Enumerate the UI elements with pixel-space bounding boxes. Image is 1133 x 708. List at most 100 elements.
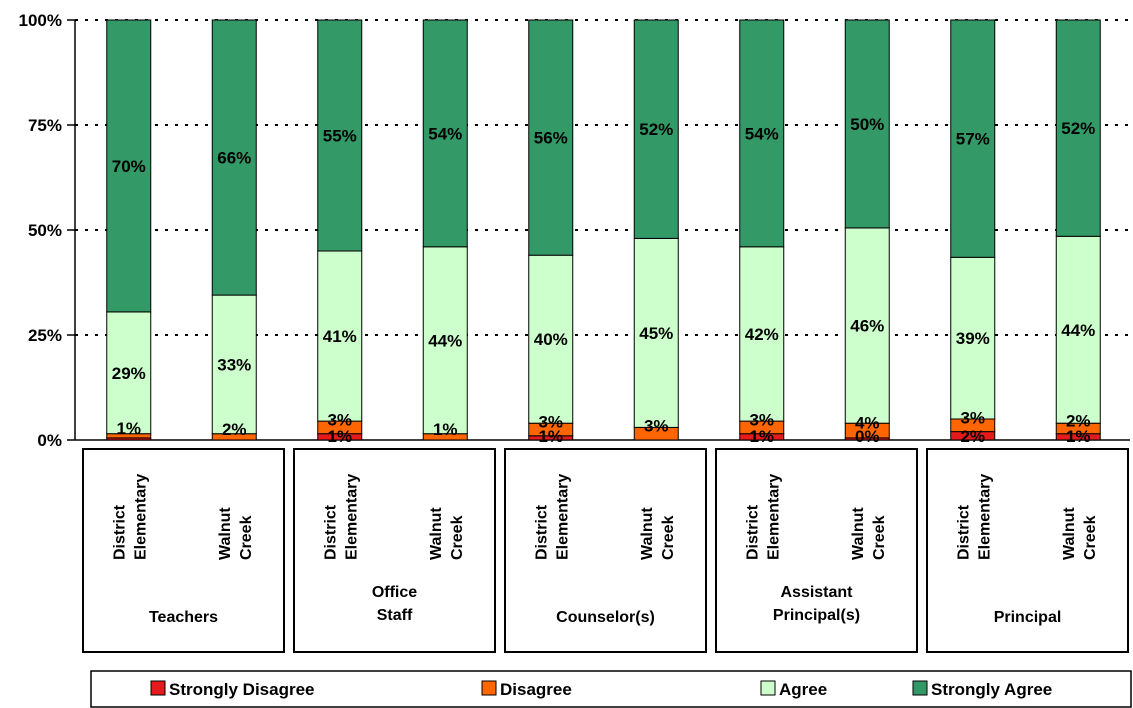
bar-segment (950, 19, 996, 258)
category-label: Elementary (554, 474, 571, 560)
category-label: Elementary (765, 474, 782, 560)
legend-label: Disagree (500, 680, 572, 699)
legend-swatch (150, 680, 166, 696)
data-label: 1% (433, 420, 458, 439)
bar-segment (106, 19, 152, 313)
data-label: 40% (534, 330, 568, 349)
data-label: 2% (222, 420, 247, 439)
group-label: Staff (377, 607, 413, 624)
data-label: 3% (749, 410, 774, 429)
group-label: Principal(s) (773, 607, 860, 624)
bar-segment (422, 246, 468, 435)
y-tick-label: 100% (19, 11, 62, 30)
category-label: Elementary (976, 474, 993, 560)
category-label: Elementary (132, 474, 149, 560)
data-label: 2% (960, 427, 985, 446)
legend-box (90, 670, 1132, 708)
y-tick-label: 75% (28, 116, 62, 135)
data-label: 3% (538, 413, 563, 432)
data-label: 56% (534, 129, 568, 148)
legend-label: Strongly Agree (931, 680, 1052, 699)
category-label: Walnut (428, 507, 445, 560)
legend-swatch (760, 680, 776, 696)
bar-segment (317, 250, 363, 422)
category-label: District (533, 504, 550, 560)
data-label: 2% (1066, 411, 1091, 430)
category-label: Walnut (217, 507, 234, 560)
category-axis: District Elementary Walnut Creek District Ele… (82, 448, 1129, 653)
category-label: Creek (449, 515, 466, 560)
category-label: Creek (660, 515, 677, 560)
bar-segment (211, 294, 257, 435)
data-label: 39% (956, 329, 990, 348)
data-label: 4% (855, 414, 880, 433)
bar-segment (422, 19, 468, 248)
category-label: Elementary (343, 474, 360, 560)
data-label: 66% (217, 149, 251, 168)
bar-segment (106, 311, 152, 435)
data-label: 52% (639, 120, 673, 139)
data-label: 0% (855, 427, 880, 446)
bar-segment (844, 227, 890, 424)
category-label: Creek (871, 515, 888, 560)
y-tick-label: 0% (37, 431, 62, 450)
data-label: 52% (1061, 119, 1095, 138)
data-label: 44% (428, 331, 462, 350)
group-box (82, 448, 285, 653)
group-label: Office (372, 584, 417, 601)
bar-segment (528, 19, 574, 256)
group-box (715, 448, 918, 653)
data-label: 45% (639, 324, 673, 343)
bar-segment (950, 256, 996, 420)
category-label: District (111, 504, 128, 560)
group-label: Principal (994, 609, 1062, 626)
bar-segment (633, 19, 679, 239)
data-label: 57% (956, 130, 990, 149)
data-label: 33% (217, 355, 251, 374)
data-label: 29% (112, 364, 146, 383)
bar-segment (528, 254, 574, 424)
data-labels: 1%29%70%2%33%66%1%3%41%55%1%44%54%1%3%40… (112, 115, 1096, 446)
category-label: Creek (1082, 515, 1099, 560)
data-label: 1% (116, 419, 141, 438)
data-label: 70% (112, 157, 146, 176)
data-label: 41% (323, 327, 357, 346)
bar-segment (844, 19, 890, 229)
category-label: Walnut (639, 507, 656, 560)
category-label: Walnut (1061, 507, 1078, 560)
y-tick-label: 50% (28, 221, 62, 240)
data-label: 3% (327, 410, 352, 429)
bar-segment (633, 237, 679, 428)
category-label: District (322, 504, 339, 560)
group-label: Teachers (149, 609, 218, 626)
bar-segment (317, 19, 363, 252)
data-label: 1% (327, 427, 352, 446)
category-label: Creek (238, 515, 255, 560)
data-label: 46% (850, 317, 884, 336)
legend-swatch (481, 680, 497, 696)
bar-segment (211, 19, 257, 296)
data-label: 1% (1066, 427, 1091, 446)
y-tick-label: 25% (28, 326, 62, 345)
data-label: 42% (745, 325, 779, 344)
data-label: 44% (1061, 321, 1095, 340)
data-label: 55% (323, 127, 357, 146)
bar-segment (739, 19, 785, 248)
category-label: District (744, 504, 761, 560)
category-label: District (955, 504, 972, 560)
group-label: Counselor(s) (556, 609, 655, 626)
data-label: 3% (644, 417, 669, 436)
bar-segment (1055, 235, 1101, 424)
data-label: 54% (428, 124, 462, 143)
data-label: 54% (745, 124, 779, 143)
group-box (926, 448, 1129, 653)
legend-swatch (912, 680, 928, 696)
bar-segment (1055, 19, 1101, 237)
data-label: 1% (538, 427, 563, 446)
data-label: 3% (960, 408, 985, 427)
legend-label: Agree (779, 680, 827, 699)
legend: Strongly Disagree Disagree Agree Strongly A… (90, 670, 1132, 708)
group-box (293, 448, 496, 653)
group-label: Assistant (780, 584, 853, 601)
